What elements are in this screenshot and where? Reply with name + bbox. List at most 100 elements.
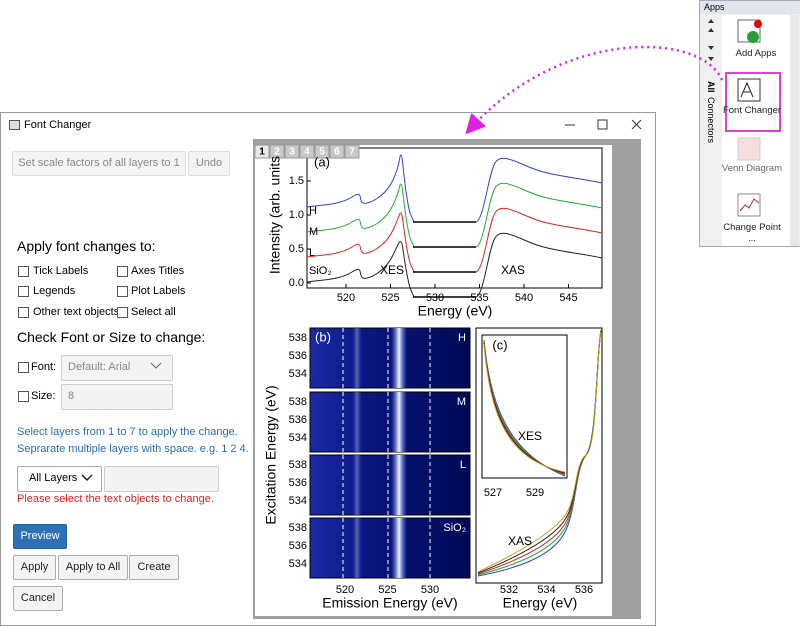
app-item[interactable]: Font Changer — [722, 105, 782, 116]
xas-curve — [477, 329, 602, 573]
y-tick-label: 536 — [289, 540, 307, 552]
checkbox[interactable] — [18, 266, 29, 277]
x-tick-label: 520 — [336, 584, 354, 596]
layer-tab-label: 1 — [259, 147, 265, 158]
curve-label: L — [309, 247, 315, 259]
checkbox[interactable] — [117, 286, 128, 297]
y-tick-label: 1.0 — [289, 209, 304, 221]
select-arrow — [81, 474, 93, 482]
layer-tab[interactable] — [299, 144, 315, 159]
app-item[interactable]: Add Apps — [735, 48, 777, 59]
panel-label: (a) — [314, 154, 330, 169]
y-tick-label: 538 — [289, 459, 307, 471]
x-tick-label: 530 — [426, 292, 444, 304]
font-label: Font: — [31, 361, 57, 373]
add-icon-dot — [754, 20, 762, 28]
heatmap-band — [391, 328, 407, 388]
checkbox[interactable] — [18, 362, 29, 373]
annotation: XES — [518, 429, 542, 443]
axis-title: Energy (eV) — [503, 595, 578, 611]
spectrum-curve — [306, 182, 603, 248]
y-tick-label: 1.5 — [289, 175, 304, 187]
layer-tab[interactable] — [254, 144, 270, 159]
layer-tab[interactable] — [329, 144, 345, 159]
checkbox[interactable] — [117, 307, 128, 318]
x-tick-label: 525 — [378, 584, 396, 596]
y-tick-label: 536 — [289, 414, 307, 426]
x-tick-label: 545 — [559, 292, 577, 304]
curve-label: SiO₂ — [309, 265, 332, 277]
checkbox[interactable] — [18, 391, 29, 402]
panel-label: H — [458, 332, 466, 344]
app-item[interactable]: Venn Diagram — [721, 163, 783, 174]
annotation: XAS — [508, 534, 532, 548]
y-tick-label: 534 — [289, 432, 307, 444]
heatmap-band — [352, 518, 362, 578]
checkbox[interactable] — [18, 307, 29, 318]
layer-tab[interactable] — [344, 144, 360, 159]
callout-arrow — [465, 45, 724, 135]
layer-tab[interactable] — [269, 144, 285, 159]
add-icon-plus — [747, 31, 759, 43]
select-arrow — [150, 362, 162, 369]
y-tick-label: 534 — [289, 368, 307, 380]
y-tick-label: 538 — [289, 522, 307, 534]
panel-label: (c) — [492, 337, 507, 352]
size-input[interactable] — [61, 384, 173, 410]
heatmap-band — [352, 455, 362, 515]
y-tick-label: 536 — [289, 350, 307, 362]
apply-button[interactable]: Apply — [13, 555, 56, 580]
spectrum-curve — [306, 154, 603, 223]
x-tick-label: 527 — [484, 487, 502, 499]
preview-button[interactable]: Preview — [13, 524, 67, 549]
layer-tab[interactable] — [284, 144, 300, 159]
axis-title: Emission Energy (eV) — [322, 595, 457, 611]
scale-button[interactable]: Set scale factors of all layers to 1 — [12, 151, 186, 176]
panel-label: SiO₂ — [443, 522, 466, 534]
font-select[interactable] — [61, 355, 173, 381]
x-tick-label: 529 — [526, 487, 544, 499]
changepoint-glyph — [739, 198, 760, 212]
size-label: Size: — [31, 390, 56, 402]
create-button[interactable]: Create — [129, 555, 179, 580]
maximize[interactable] — [597, 119, 608, 130]
layers-select[interactable] — [17, 466, 102, 492]
y-tick-label: 0.5 — [289, 243, 304, 255]
x-tick-label: 540 — [515, 292, 533, 304]
checkbox-label: Other text objects — [33, 306, 120, 318]
x-tick-label: 532 — [500, 584, 518, 596]
close[interactable] — [631, 119, 642, 130]
x-tick-label: 520 — [337, 292, 355, 304]
heatmap — [309, 391, 471, 453]
axis-title: Excitation Energy (eV) — [263, 385, 279, 524]
heatmap-band — [391, 518, 407, 578]
checkbox-label: Plot Labels — [131, 285, 186, 297]
apply-all-button[interactable]: Apply to All — [58, 555, 128, 580]
panel-label: (b) — [315, 329, 331, 344]
app-item[interactable]: Change Point ... — [723, 222, 781, 244]
dialog-title: Font Changer — [24, 119, 92, 131]
undo-button[interactable]: Undo — [188, 151, 230, 176]
panel-a-frame — [306, 147, 603, 289]
cancel-button[interactable]: Cancel — [13, 586, 63, 611]
checkbox-label: Legends — [33, 285, 76, 297]
panel-c-frame — [475, 327, 603, 584]
layers-input[interactable] — [104, 466, 219, 492]
checkbox[interactable] — [18, 286, 29, 297]
apply-heading: Apply font changes to: — [17, 238, 156, 254]
layer-tab-label: 2 — [274, 147, 280, 158]
venn-icon — [737, 137, 761, 161]
check-heading: Check Font or Size to change: — [17, 329, 206, 345]
window-controls[interactable] — [556, 113, 655, 137]
layer-tab[interactable] — [314, 144, 330, 159]
warning: Please select the text objects to change… — [17, 493, 214, 505]
layer-tab-label: 3 — [289, 147, 295, 158]
x-tick-label: 530 — [421, 584, 439, 596]
checkbox-label: Tick Labels — [33, 265, 89, 277]
layer-tab-label: 4 — [304, 147, 310, 158]
spectrum-curve — [306, 207, 603, 273]
checkbox[interactable] — [117, 266, 128, 277]
x-tick-label: 534 — [537, 584, 555, 596]
dialog-icon — [9, 120, 20, 130]
